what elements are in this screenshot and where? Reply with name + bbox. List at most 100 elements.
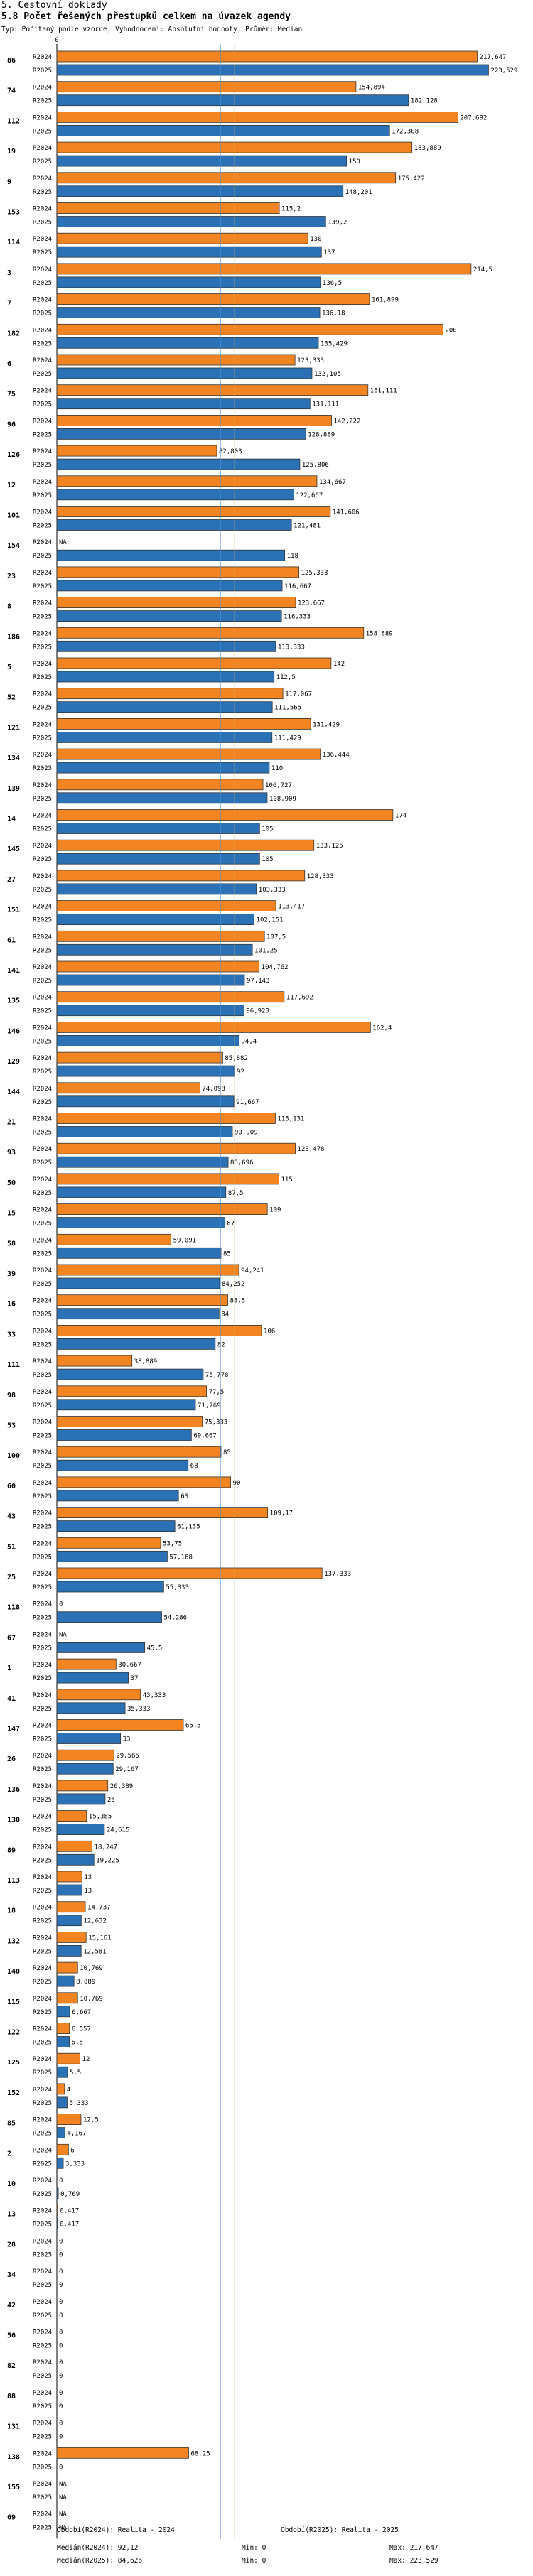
value-label-r2025: NA (59, 2494, 67, 2501)
value-label-r2025: 92 (237, 1068, 244, 1076)
series-label-r2025: R2025 (33, 1463, 52, 1470)
bar-r2024 (56, 1749, 114, 1761)
value-label-r2025: 91,667 (236, 1099, 259, 1106)
value-label-r2024: 18,247 (95, 1844, 118, 1851)
series-label-r2024: R2024 (33, 782, 52, 789)
series-label-r2025: R2025 (33, 705, 52, 712)
series-label-r2024: R2024 (33, 2056, 52, 2063)
series-label-r2024: R2024 (33, 1480, 52, 1487)
value-label-r2024: 0 (59, 2299, 63, 2306)
series-label-r2024: R2024 (33, 479, 52, 486)
category-label: 28 (7, 2241, 16, 2248)
bar-r2025 (56, 428, 306, 440)
bar-r2025 (56, 792, 268, 804)
bar-r2025 (56, 1186, 227, 1198)
series-label-r2025: R2025 (33, 2343, 52, 2350)
bar-r2024 (56, 900, 276, 911)
category-label: 129 (7, 1058, 20, 1066)
bar-r2024 (56, 202, 280, 214)
series-label-r2025: R2025 (33, 189, 52, 196)
value-label-r2024: 128,333 (307, 873, 334, 880)
category-label: 26 (7, 1755, 16, 1763)
bar-r2025 (56, 1702, 126, 1714)
bar-r2025 (56, 1459, 189, 1471)
category-label: 151 (7, 907, 20, 914)
value-label-r2025: 29,167 (115, 1766, 139, 1773)
category-label: 41 (7, 1695, 16, 1703)
series-label-r2025: R2025 (33, 310, 52, 318)
category-label: 60 (7, 1483, 16, 1490)
series-label-r2024: R2024 (33, 2177, 52, 2185)
bar-r2025 (56, 943, 253, 956)
series-label-r2024: R2024 (33, 661, 52, 668)
series-label-r2024: R2024 (33, 448, 52, 455)
bar-r2025 (56, 640, 276, 652)
series-label-r2025: R2025 (33, 1372, 52, 1379)
series-label-r2025: R2025 (33, 1130, 52, 1137)
value-label-r2025: 5,333 (69, 2100, 88, 2107)
series-label-r2025: R2025 (33, 1645, 52, 1652)
value-label-r2024: NA (59, 539, 67, 546)
series-label-r2024: R2024 (33, 1298, 52, 1305)
value-label-r2024: NA (59, 2481, 67, 2488)
bar-r2024 (56, 2083, 65, 2095)
value-label-r2024: 29,565 (116, 1753, 139, 1760)
bar-r2025 (56, 974, 245, 986)
value-label-r2024: 158,889 (366, 630, 393, 637)
value-label-r2025: 82 (217, 1341, 225, 1348)
series-label-r2024: R2024 (33, 1086, 52, 1093)
bar-r2025 (56, 2066, 68, 2078)
value-label-r2024: 0 (59, 2359, 63, 2366)
bar-r2024 (56, 111, 458, 123)
category-label: 23 (7, 573, 16, 580)
category-label: 141 (7, 967, 20, 975)
series-label-r2025: R2025 (33, 128, 52, 135)
value-label-r2025: 37 (131, 1675, 139, 1682)
value-label-r2025: 33 (123, 1736, 131, 1743)
series-label-r2024: R2024 (33, 1996, 52, 2003)
bar-r2024 (56, 1446, 222, 1458)
value-label-r2024: 38,889 (134, 1358, 158, 1365)
value-label-r2025: 103,333 (259, 887, 286, 894)
value-label-r2025: 101,25 (254, 947, 278, 954)
value-label-r2025: 108,909 (269, 796, 296, 803)
bar-r2024 (56, 991, 285, 1003)
bar-r2025 (56, 489, 294, 501)
value-label-r2024: 15,385 (89, 1814, 112, 1821)
value-label-r2025: 87,5 (228, 1190, 244, 1197)
bar-r2025 (56, 732, 273, 743)
bar-r2024 (56, 384, 369, 396)
category-label: 82 (7, 2362, 16, 2370)
value-label-r2024: 123,667 (298, 600, 325, 607)
bar-r2025 (56, 1490, 179, 1502)
series-label-r2024: R2024 (33, 1631, 52, 1638)
footer-median-2024: Medián(R2024): 92,12 (57, 2544, 139, 2552)
value-label-r2025: 148,201 (345, 189, 372, 196)
series-label-r2024: R2024 (33, 2208, 52, 2215)
series-label-r2025: R2025 (33, 1706, 52, 1713)
value-label-r2024: 94,241 (241, 1267, 264, 1275)
bar-r2025 (56, 1520, 176, 1532)
bar-r2024 (56, 1022, 371, 1033)
value-label-r2024: 142,222 (333, 418, 360, 425)
bar-r2025 (56, 853, 260, 865)
category-label: 85 (7, 2120, 16, 2128)
category-label: 136 (7, 1786, 20, 1794)
series-label-r2025: R2025 (33, 1766, 52, 1773)
series-label-r2025: R2025 (33, 220, 52, 227)
value-label-r2025: 35,333 (127, 1706, 151, 1713)
series-label-r2025: R2025 (33, 462, 52, 469)
category-label: 67 (7, 1634, 16, 1642)
value-label-r2024: 43,333 (143, 1692, 166, 1699)
series-label-r2025: R2025 (33, 2403, 52, 2410)
value-label-r2024: NA (59, 1631, 67, 1638)
category-label: 101 (7, 512, 20, 520)
series-label-r2025: R2025 (33, 1857, 52, 1864)
bar-r2024 (56, 1264, 239, 1276)
category-label: 132 (7, 1937, 20, 1945)
bar-r2025 (56, 671, 275, 683)
bar-r2024 (56, 1051, 223, 1064)
category-label: 114 (7, 239, 20, 247)
value-label-r2025: 69,667 (193, 1433, 217, 1440)
series-label-r2024: R2024 (33, 1358, 52, 1365)
